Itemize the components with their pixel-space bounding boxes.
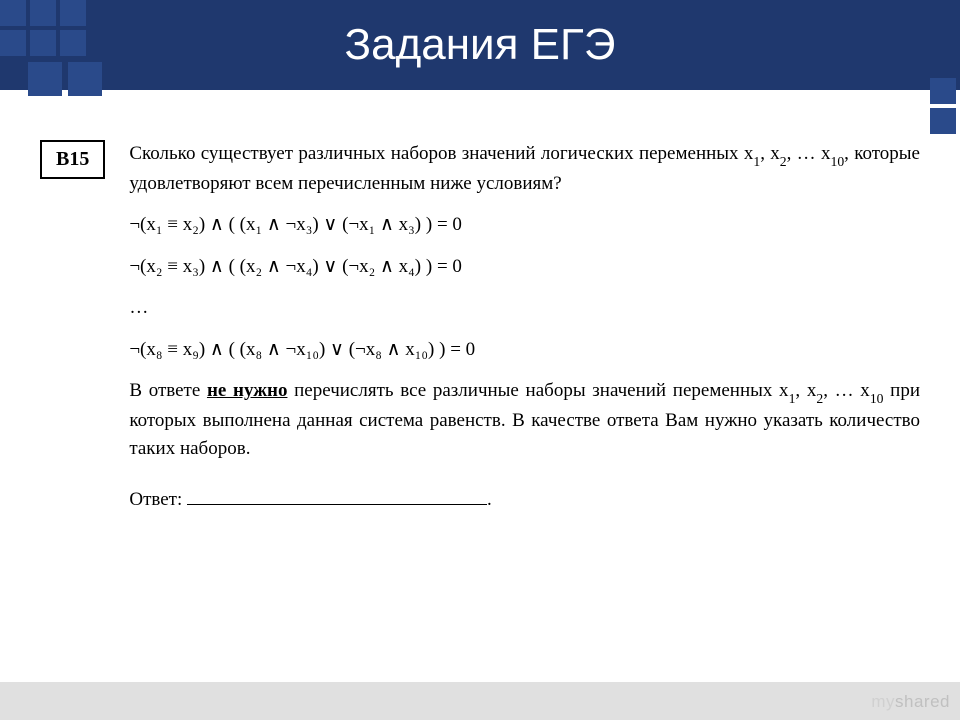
equation-1: ¬(x₁ ≡ x₂) ∧ ( (x₁ ∧ ¬x₃) ∨ (¬x₁ ∧ x₃) )… [129, 211, 920, 239]
equation-dots: … [129, 294, 920, 322]
watermark: myshared [871, 692, 950, 712]
slide-title: Задания ЕГЭ [345, 20, 616, 70]
equation-3: ¬(x₈ ≡ x₉) ∧ ( (x₈ ∧ ¬x₁₀) ∨ (¬x₈ ∧ x₁₀)… [129, 336, 920, 364]
equation-2: ¬(x₂ ≡ x₃) ∧ ( (x₂ ∧ ¬x₄) ∨ (¬x₂ ∧ x₄) )… [129, 253, 920, 281]
answer-line: Ответ: . [129, 486, 920, 514]
task-number-label: B15 [40, 140, 105, 179]
footer-bar [0, 682, 960, 720]
task-body: Сколько существует различных наборов зна… [129, 140, 920, 528]
answer-blank [187, 486, 487, 505]
task-note: В ответе не нужно перечислять все различ… [129, 377, 920, 462]
task-question: Сколько существует различных наборов зна… [129, 140, 920, 197]
slide-header: Задания ЕГЭ [0, 0, 960, 90]
task-content: B15 Сколько существует различных наборов… [0, 90, 960, 548]
